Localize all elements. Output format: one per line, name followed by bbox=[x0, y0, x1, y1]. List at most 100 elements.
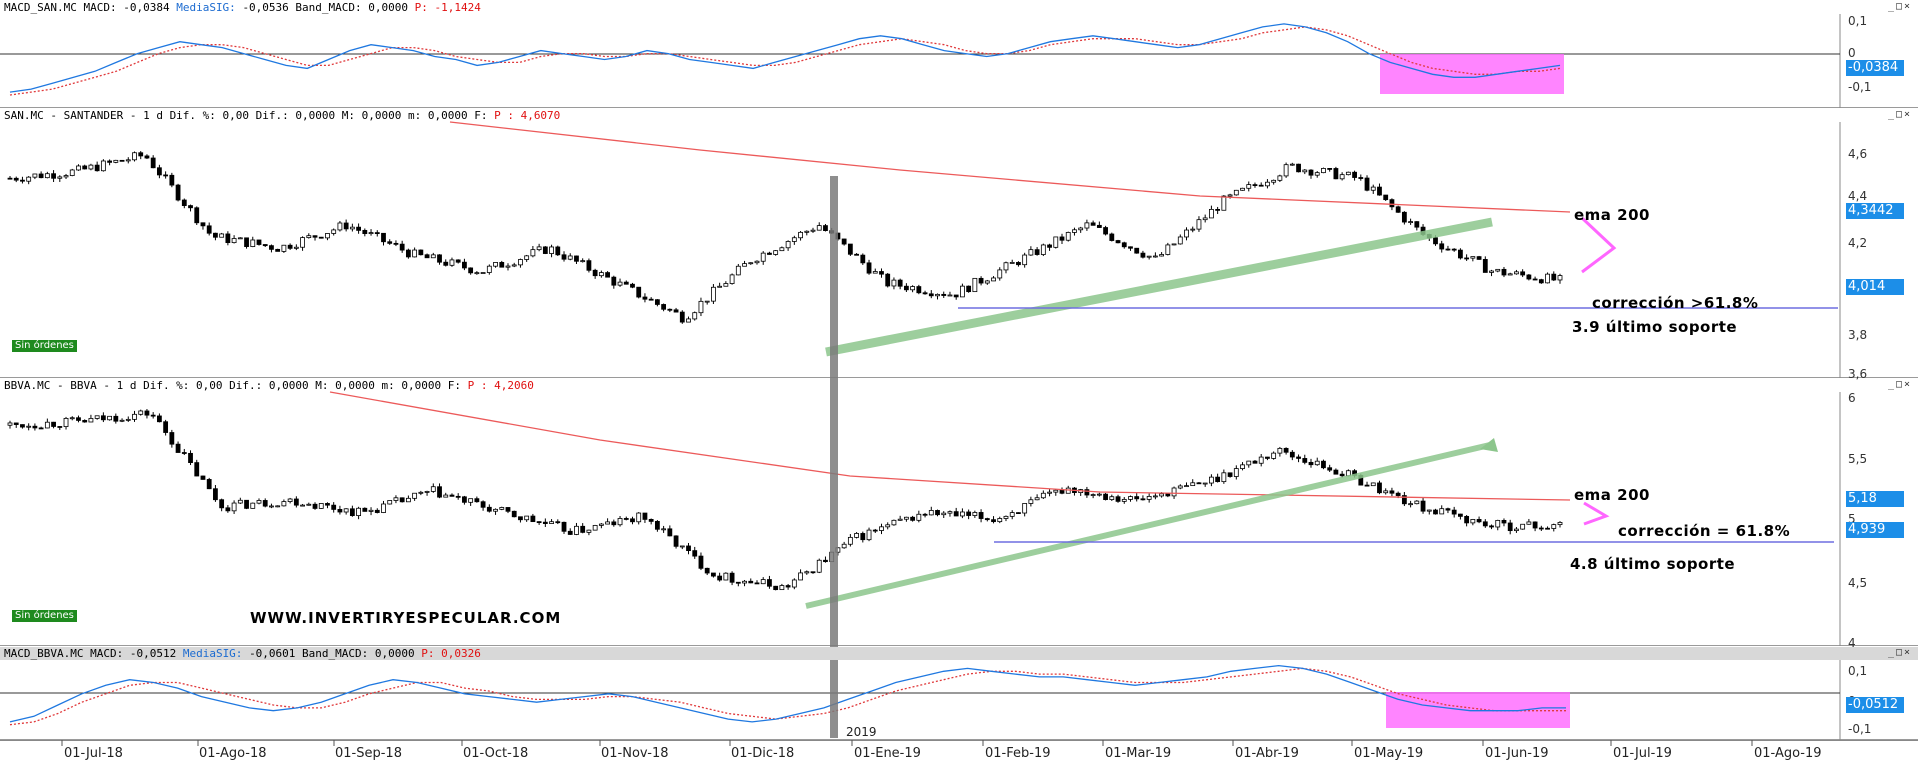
bbva-candle bbox=[1115, 496, 1121, 502]
bbva-candle bbox=[7, 422, 13, 426]
bbva-candle bbox=[486, 506, 492, 512]
san-candle bbox=[306, 235, 312, 239]
macd-san-header: MACD_SAN.MC MACD: -0,0384 MediaSIG: -0,0… bbox=[4, 1, 481, 14]
bbva-candle bbox=[1009, 512, 1015, 517]
bbva-candle bbox=[1433, 509, 1438, 515]
bbva-candle bbox=[1121, 498, 1127, 502]
san-candle bbox=[262, 244, 268, 247]
san-candle bbox=[847, 243, 853, 255]
bbva-candle bbox=[1283, 447, 1289, 453]
san-candle bbox=[374, 232, 380, 234]
san-candle bbox=[437, 254, 442, 263]
bbva-candle bbox=[910, 516, 916, 521]
san-candle bbox=[424, 254, 430, 259]
san-candle bbox=[816, 225, 822, 231]
san-candle bbox=[256, 239, 262, 245]
san-price-box: 4,014 bbox=[1846, 279, 1904, 295]
bbva-candle bbox=[418, 491, 424, 494]
bbva-candle bbox=[1277, 447, 1283, 454]
san-candle bbox=[1047, 244, 1052, 248]
window-controls[interactable]: _□× bbox=[1887, 379, 1912, 390]
san-candle bbox=[804, 230, 810, 233]
san-candle bbox=[26, 176, 32, 182]
bbva-candle bbox=[561, 521, 567, 532]
san-candle bbox=[586, 260, 592, 271]
san-candle bbox=[1470, 256, 1476, 259]
san-candle bbox=[1439, 243, 1445, 250]
bbva-candle bbox=[237, 499, 243, 504]
san-candle bbox=[630, 283, 635, 288]
bbva-candle bbox=[872, 529, 878, 532]
bbva-candle bbox=[960, 511, 965, 517]
san-candle bbox=[32, 173, 38, 178]
macd-line bbox=[9, 23, 1561, 93]
bbva-candle bbox=[1327, 467, 1333, 471]
window-controls[interactable]: _□× bbox=[1887, 1, 1912, 12]
bbva-candle bbox=[586, 529, 592, 533]
san-candle bbox=[7, 177, 13, 180]
san-candle bbox=[1165, 244, 1171, 255]
bbva-candle bbox=[785, 585, 791, 588]
bbva-correction-label: corrección = 61.8% bbox=[1618, 522, 1791, 540]
bbva-ema-label: ema 200 bbox=[1574, 486, 1650, 504]
san-candle bbox=[1109, 233, 1115, 241]
san-candle bbox=[1458, 249, 1463, 259]
bbva-ema-200 bbox=[329, 391, 1571, 501]
san-candle bbox=[356, 226, 361, 231]
bbva-candle bbox=[1507, 522, 1513, 532]
bbva-candle bbox=[1040, 492, 1046, 499]
bbva-candle bbox=[574, 525, 579, 535]
san-candle bbox=[325, 233, 330, 239]
san-candle bbox=[648, 298, 654, 301]
bbva-candle bbox=[847, 536, 853, 545]
bbva-candle bbox=[1470, 519, 1476, 524]
san-candle bbox=[791, 237, 797, 242]
bbva-support-label: 4.8 último soporte bbox=[1570, 555, 1736, 573]
bbva-candle bbox=[1426, 509, 1432, 512]
san-candle bbox=[1072, 229, 1077, 233]
san-candle bbox=[1283, 164, 1289, 177]
bbva-candle bbox=[1445, 508, 1451, 511]
san-candle bbox=[1171, 243, 1177, 246]
san-candle bbox=[1078, 227, 1084, 231]
san-candle bbox=[368, 232, 374, 235]
san-candle bbox=[206, 225, 212, 234]
san-candle bbox=[163, 174, 169, 177]
bbva-candle bbox=[325, 503, 330, 506]
window-controls[interactable]: _□× bbox=[1887, 647, 1912, 658]
san-candle bbox=[1345, 171, 1351, 176]
window-controls[interactable]: _□× bbox=[1887, 109, 1912, 120]
bbva-candle bbox=[1209, 476, 1214, 484]
bbva-candle bbox=[580, 525, 586, 533]
san-candle bbox=[1302, 169, 1308, 173]
san-candle bbox=[281, 244, 287, 252]
san-candle bbox=[530, 249, 536, 257]
san-candle bbox=[1252, 184, 1258, 187]
bbva-candle bbox=[779, 585, 785, 591]
bbva-candle bbox=[250, 502, 256, 509]
bbva-candle bbox=[57, 426, 63, 428]
san-candle bbox=[1538, 279, 1544, 284]
san-candle bbox=[1370, 186, 1376, 191]
bbva-candle bbox=[374, 509, 380, 513]
san-candle bbox=[312, 235, 318, 238]
san-candle bbox=[1389, 199, 1395, 208]
bbva-candle bbox=[760, 579, 766, 585]
san-orders-badge: Sin órdenes bbox=[12, 340, 77, 352]
san-candle bbox=[692, 312, 698, 320]
bbva-candle bbox=[1289, 451, 1295, 458]
bbva-candle bbox=[1059, 489, 1065, 494]
bbva-candle bbox=[1034, 497, 1040, 501]
san-candle bbox=[1551, 273, 1557, 281]
bbva-candle bbox=[219, 499, 225, 509]
san-candle bbox=[287, 244, 293, 249]
san-candle bbox=[225, 233, 231, 244]
bbva-candle bbox=[953, 511, 959, 517]
bbva-candle bbox=[1333, 469, 1339, 475]
san-candle bbox=[20, 179, 25, 182]
san-candle bbox=[188, 205, 193, 209]
san-candle bbox=[972, 277, 978, 293]
san-candle bbox=[1377, 186, 1382, 196]
san-candle bbox=[511, 264, 517, 267]
bbva-candle bbox=[1370, 482, 1376, 487]
